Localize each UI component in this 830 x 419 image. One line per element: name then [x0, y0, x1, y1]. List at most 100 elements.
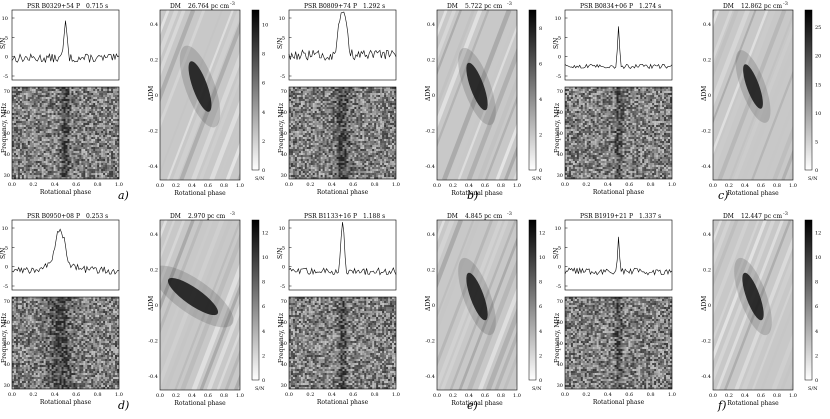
spectrum-cell [69, 111, 71, 113]
spectrum-cell [358, 97, 360, 99]
spectrum-cell [50, 155, 52, 157]
spectrum-cell [335, 99, 337, 101]
spectrum-cell [325, 117, 327, 119]
spectrum-cell [40, 169, 42, 171]
spectrum-cell [301, 95, 303, 97]
spectrum-cell [343, 119, 345, 121]
spectrum-cell [107, 133, 109, 135]
spectrum-cell [392, 139, 394, 141]
spectrum-cell [341, 159, 343, 161]
spectrum-cell [69, 169, 71, 171]
spectrum-cell [384, 121, 386, 123]
spectrum-cell [42, 175, 44, 177]
phase-tick-label: 1.0 [236, 183, 244, 189]
spectrum-cell [60, 123, 62, 125]
spectrum-cell [58, 155, 60, 157]
spectrum-cell [73, 101, 75, 103]
spectrum-cell [115, 135, 117, 137]
spectrum-cell [348, 159, 350, 161]
spectrum-cell [14, 107, 16, 109]
spectrum-cell [38, 125, 40, 127]
spectrum-cell [79, 141, 81, 143]
spectrum-cell [344, 93, 346, 95]
spectrum-cell [378, 173, 380, 175]
spectrum-cell [12, 139, 14, 141]
spectrum-cell [325, 159, 327, 161]
spectrum-cell [87, 127, 89, 129]
spectrum-cell [44, 161, 46, 163]
spectrum-cell [360, 109, 362, 111]
spectrum-cell [71, 101, 73, 103]
spectrum-cell [48, 173, 50, 175]
spectrum-cell [293, 175, 295, 177]
spectrum-cell [89, 165, 91, 167]
spectrum-cell [56, 173, 58, 175]
spectrum-cell [107, 121, 109, 123]
spectrum-cell [346, 169, 348, 171]
spectrum-cell [344, 137, 346, 139]
spectrum-cell [30, 99, 32, 101]
spectrum-cell [301, 91, 303, 93]
spectrum-cell [75, 139, 77, 141]
spectrum-cell [46, 153, 48, 155]
spectrum-cell [107, 131, 109, 133]
spectrum-cell [386, 103, 388, 105]
spectrum-cell [311, 157, 313, 159]
spectrum-cell [54, 105, 56, 107]
spectrum-cell [301, 175, 303, 177]
spectrum-cell [374, 171, 376, 173]
spectrum-cell [333, 97, 335, 99]
spectrum-cell [335, 169, 337, 171]
spectrum-cell [289, 107, 291, 109]
spectrum-cell [75, 147, 77, 149]
spectrum-cell [115, 137, 117, 139]
spectrum-cell [289, 161, 291, 163]
spectrum-cell [105, 131, 107, 133]
spectrum-cell [26, 175, 28, 177]
spectrum-cell [329, 117, 331, 119]
spectrum-cell [113, 127, 115, 129]
spectrum-cell [392, 167, 394, 169]
spectrum-cell [26, 153, 28, 155]
spectrum-cell [319, 125, 321, 127]
spectrum-cell [382, 97, 384, 99]
spectrum-cell [103, 103, 105, 105]
spectrum-cell [109, 143, 111, 145]
spectrum-cell [97, 159, 99, 161]
spectrum-cell [66, 159, 68, 161]
spectrum-cell [386, 99, 388, 101]
spectrum-cell [91, 163, 93, 165]
spectrum-cell [20, 167, 22, 169]
spectrum-cell [392, 127, 394, 129]
spectrum-cell [321, 131, 323, 133]
spectrum-cell [321, 117, 323, 119]
spectrum-cell [87, 175, 89, 177]
spectrum-cell [354, 125, 356, 127]
spectrum-cell [315, 141, 317, 143]
spectrum-cell [356, 93, 358, 95]
spectrum-cell [52, 89, 54, 91]
spectrum-cell [356, 91, 358, 93]
spectrum-cell [79, 103, 81, 105]
spectrum-cell [327, 173, 329, 175]
spectrum-cell [291, 127, 293, 129]
spectrum-cell [66, 155, 68, 157]
spectrum-cell [331, 161, 333, 163]
spectrum-cell [390, 93, 392, 95]
spectrum-cell [93, 97, 95, 99]
spectrum-cell [374, 119, 376, 121]
spectrum-cell [384, 107, 386, 109]
spectrum-cell [362, 87, 364, 89]
spectrum-cell [293, 153, 295, 155]
freq-tick-label: 30 [4, 173, 10, 179]
spectrum-cell [317, 167, 319, 169]
spectrum-cell [384, 127, 386, 129]
spectrum-cell [69, 151, 71, 153]
spectrum-cell [305, 155, 307, 157]
spectrum-cell [85, 143, 87, 145]
spectrum-cell [50, 161, 52, 163]
spectrum-cell [93, 103, 95, 105]
spectrum-cell [376, 105, 378, 107]
spectrum-cell [307, 133, 309, 135]
spectrum-cell [58, 149, 60, 151]
